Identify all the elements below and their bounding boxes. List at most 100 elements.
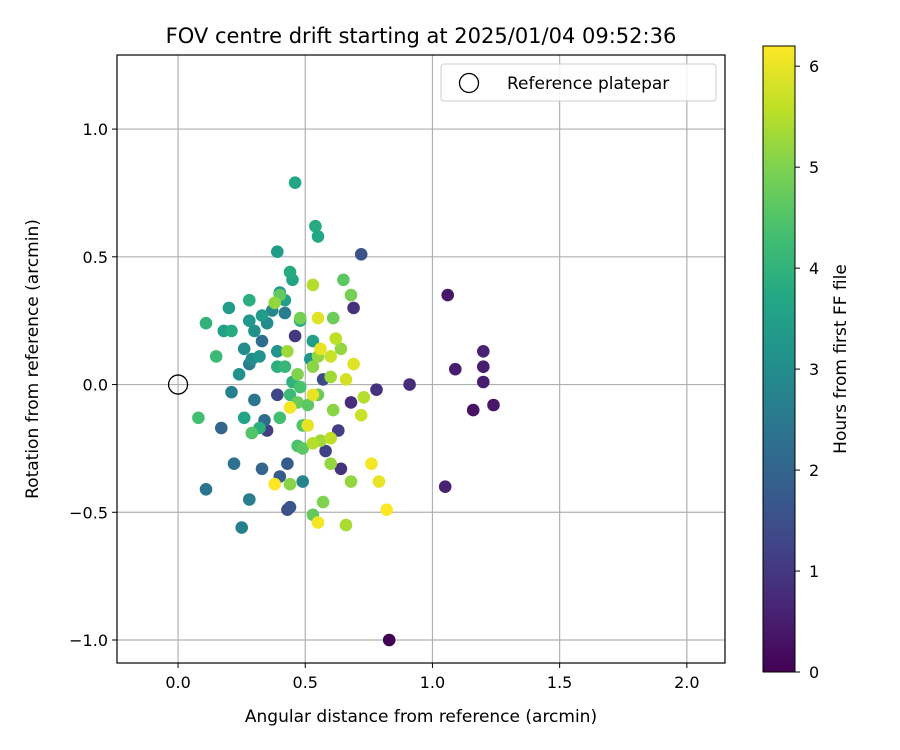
scatter-point [301, 398, 315, 412]
scatter-points [192, 176, 500, 647]
scatter-point [225, 324, 238, 338]
scatter-point [326, 311, 340, 325]
scatter-point [438, 480, 452, 494]
scatter-point [288, 329, 302, 343]
scatter-point [339, 518, 353, 532]
scatter-point [332, 424, 345, 437]
scatter-point [311, 311, 325, 325]
colorbar-tick-label: 5 [809, 158, 819, 177]
scatter-point [382, 633, 396, 647]
scatter-point [477, 360, 490, 374]
scatter-point [281, 457, 294, 471]
scatter-point [344, 475, 358, 488]
scatter-point [268, 296, 282, 310]
y-axis-ticks: −1.0 −0.5 0.0 0.5 1.0 [69, 120, 117, 650]
scatter-point [278, 306, 292, 320]
colorbar-tick-label: 2 [809, 461, 819, 480]
scatter-point [288, 176, 302, 189]
scatter-point [199, 316, 213, 330]
colorbar-tick-label: 6 [809, 57, 819, 76]
grid-lines [117, 55, 725, 663]
scatter-point [237, 411, 251, 425]
scatter-point [235, 521, 248, 534]
scatter-point [271, 388, 284, 402]
scatter-point [268, 477, 282, 491]
colorbar-tick-label: 1 [809, 562, 819, 581]
colorbar-tick-label: 0 [809, 663, 819, 682]
scatter-point [324, 350, 338, 363]
scatter-point [255, 309, 269, 322]
y-tick-label: 1.0 [83, 120, 108, 139]
scatter-point [441, 288, 455, 302]
y-tick-label: 0.5 [83, 248, 108, 267]
scatter-point [209, 350, 223, 363]
reference-marker [167, 374, 189, 395]
scatter-point [281, 345, 294, 358]
scatter-point [311, 230, 325, 243]
x-tick-label: 1.0 [420, 673, 445, 692]
scatter-point [243, 314, 256, 328]
y-axis-label: Rotation from reference (arcmin) [23, 219, 43, 499]
plot-frame [116, 54, 726, 664]
colorbar: 0 1 2 3 4 5 6 Hours from first FF file [762, 45, 851, 682]
scatter-point [306, 360, 320, 374]
scatter-point [243, 493, 256, 506]
scatter-point [311, 516, 325, 529]
scatter-point [370, 383, 383, 397]
scatter-point [326, 403, 340, 417]
legend-reference-marker [458, 72, 480, 94]
scatter-point [293, 380, 307, 394]
x-tick-label: 2.0 [674, 673, 699, 692]
scatter-point [222, 301, 236, 315]
scatter-point [306, 388, 320, 402]
scatter-point [248, 324, 261, 338]
scatter-point [215, 421, 228, 435]
colorbar-ticks: 0 1 2 3 4 5 6 [795, 57, 819, 682]
scatter-point [347, 301, 360, 315]
colorbar-gradient [762, 45, 796, 673]
chart-title: FOV centre drift starting at 2025/01/04 … [166, 24, 677, 48]
scatter-point [301, 419, 315, 432]
scatter-point [245, 426, 259, 440]
colorbar-tick-label: 3 [809, 360, 819, 379]
scatter-point [403, 378, 416, 391]
x-tick-label: 1.5 [547, 673, 572, 692]
scatter-point [232, 368, 246, 381]
scatter-point [477, 375, 490, 389]
scatter-point [273, 411, 287, 425]
scatter-point [306, 278, 320, 292]
colorbar-label: Hours from first FF file [831, 264, 851, 454]
scatter-point [466, 403, 480, 417]
scatter-point [192, 411, 205, 425]
scatter-point [227, 457, 241, 471]
scatter-point [334, 462, 348, 476]
scatter-point [271, 245, 284, 258]
scatter-point [344, 288, 358, 302]
scatter-point [316, 495, 330, 509]
scatter-point [324, 370, 338, 384]
scatter-point [283, 265, 297, 279]
scatter-point [324, 431, 338, 445]
scatter-point [293, 311, 307, 325]
scatter-point [372, 475, 386, 488]
scatter-point [237, 342, 251, 356]
scatter-point [329, 332, 343, 345]
scatter-point [255, 334, 269, 348]
y-tick-label: 0.0 [83, 376, 108, 395]
y-tick-label: −1.0 [69, 631, 108, 650]
scatter-point [357, 391, 371, 404]
scatter-point [283, 477, 297, 491]
scatter-point [334, 342, 348, 356]
scatter-point [291, 368, 304, 381]
scatter-point [296, 475, 310, 488]
scatter-point [347, 357, 360, 371]
scatter-point [225, 385, 238, 399]
scatter-point [296, 442, 310, 455]
scatter-point [319, 444, 332, 458]
scatter-point [324, 457, 338, 471]
scatter-point [314, 342, 327, 356]
scatter-point [365, 457, 378, 471]
y-tick-label: −0.5 [69, 503, 108, 522]
scatter-point [309, 219, 322, 233]
